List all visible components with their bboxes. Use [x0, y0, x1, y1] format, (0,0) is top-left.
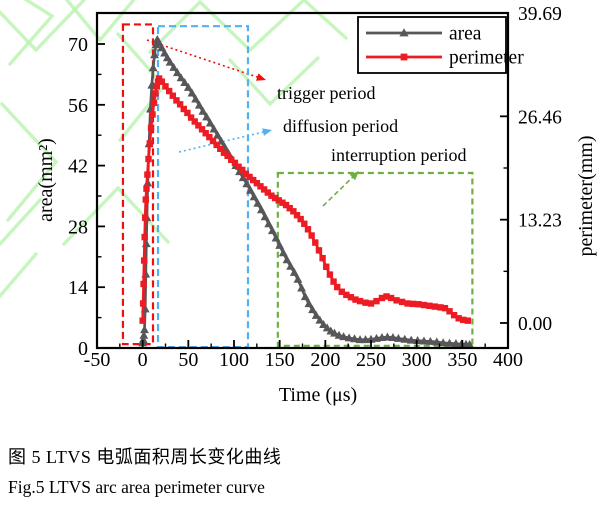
y-right-tick-label: 39.69	[518, 4, 562, 25]
diffusion-period-label: diffusion period	[283, 116, 398, 136]
y-right-axis-title: perimeter(mm)	[575, 135, 597, 256]
legend-box	[357, 16, 507, 74]
y-left-tick-label: 42	[68, 156, 88, 178]
x-tick-label: -50	[84, 349, 111, 371]
y-right-tick-label: 26.46	[518, 107, 562, 128]
trigger-period-arrow	[146, 39, 260, 79]
y-right-tick-label: 0.00	[518, 314, 552, 335]
y-left-tick-label: 56	[68, 95, 88, 117]
x-tick-label: 250	[356, 349, 386, 371]
y-left-tick-label: 28	[68, 216, 88, 238]
y-left-tick-label: 70	[68, 34, 88, 56]
axis-tick-labels: -50 0 50 100 150 200 250 300 350 400014284256700.…	[68, 4, 562, 371]
legend-label: perimeter	[449, 48, 524, 69]
trigger-period-annotation: trigger period	[121, 23, 375, 346]
trigger-period-arrowhead	[256, 73, 266, 81]
x-tick-label: 150	[265, 349, 295, 371]
x-tick-label: 400	[493, 349, 523, 371]
caption-english: Fig.5 LTVS arc area perimeter curve	[8, 477, 265, 497]
x-tick-label: 300	[402, 349, 432, 371]
x-tick-label: 350	[447, 349, 477, 371]
interruption-period-arrow	[322, 175, 355, 207]
axis-titles: Time (μs) area(mm²) perimeter(mm)	[35, 135, 597, 406]
legend-item-area: area	[366, 24, 482, 45]
interruption-period-annotation: interruption period	[276, 145, 474, 347]
legend-item-perimeter: perimeter	[366, 48, 524, 69]
interruption-period-label: interruption period	[331, 145, 466, 165]
diffusion-period-arrowhead	[262, 128, 272, 136]
x-tick-label: 50	[178, 349, 198, 371]
legend-label: area	[449, 24, 482, 45]
y-left-tick-label: 0	[78, 338, 88, 360]
x-tick-label: 0	[138, 349, 148, 371]
x-tick-label: 100	[219, 349, 249, 371]
caption-chinese: 图 5 LTVS 电弧面积周长变化曲线	[8, 447, 282, 467]
y-left-tick-label: 14	[68, 277, 88, 299]
legend: area perimeter	[357, 16, 524, 74]
series-area	[138, 35, 475, 348]
chart-canvas: trigger period diffusion period interrupti…	[0, 0, 597, 406]
y-left-axis-title: area(mm²)	[35, 138, 57, 222]
x-tick-label: 200	[310, 349, 340, 371]
trigger-period-box	[121, 23, 155, 346]
trigger-period-label: trigger period	[277, 83, 375, 103]
series-perimeter	[139, 75, 472, 324]
x-axis-title: Time (μs)	[279, 384, 357, 406]
diffusion-period-box	[156, 25, 250, 349]
interruption-period-box	[276, 171, 474, 347]
interruption-period-arrowhead	[349, 171, 359, 181]
y-right-tick-label: 13.23	[518, 211, 562, 232]
